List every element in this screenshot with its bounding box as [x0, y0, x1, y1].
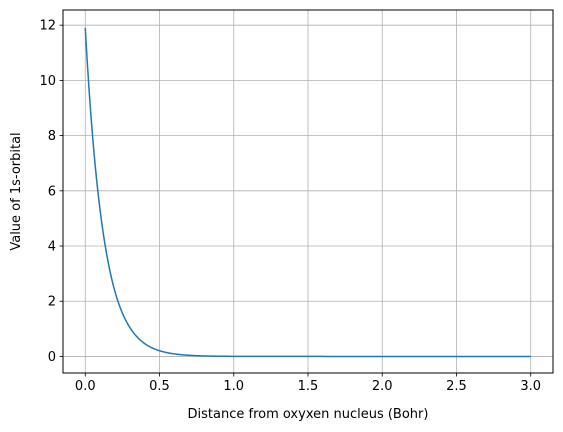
- y-tick-label: 0: [48, 350, 56, 365]
- grid-layer: [63, 10, 553, 373]
- x-tick-label: 2.5: [446, 379, 467, 394]
- y-tick-label: 10: [39, 74, 56, 89]
- x-tick-label: 3.0: [520, 379, 541, 394]
- x-tick-label: 1.5: [298, 379, 319, 394]
- x-tick-label: 0.0: [75, 379, 96, 394]
- y-tick-label: 8: [48, 129, 56, 144]
- y-tick-label: 4: [48, 240, 56, 255]
- series-line: [84, 27, 531, 358]
- x-tick-label: 1.0: [223, 379, 244, 394]
- tick-layer: 0.0 0.5 1.0 1.5 2.0 2.5 3.0 0 2 4 6 8 10 12: [39, 19, 541, 394]
- x-axis-label: Distance from oxyxen nucleus (Bohr): [188, 407, 429, 422]
- x-tick-label: 2.0: [372, 379, 393, 394]
- y-axis-label: Value of 1s-orbital: [9, 132, 24, 250]
- x-tick-label: 0.5: [149, 379, 170, 394]
- y-tick-label: 12: [39, 19, 56, 34]
- series-layer: [84, 27, 531, 358]
- y-tick-label: 2: [48, 295, 56, 310]
- y-tick-label: 6: [48, 184, 56, 199]
